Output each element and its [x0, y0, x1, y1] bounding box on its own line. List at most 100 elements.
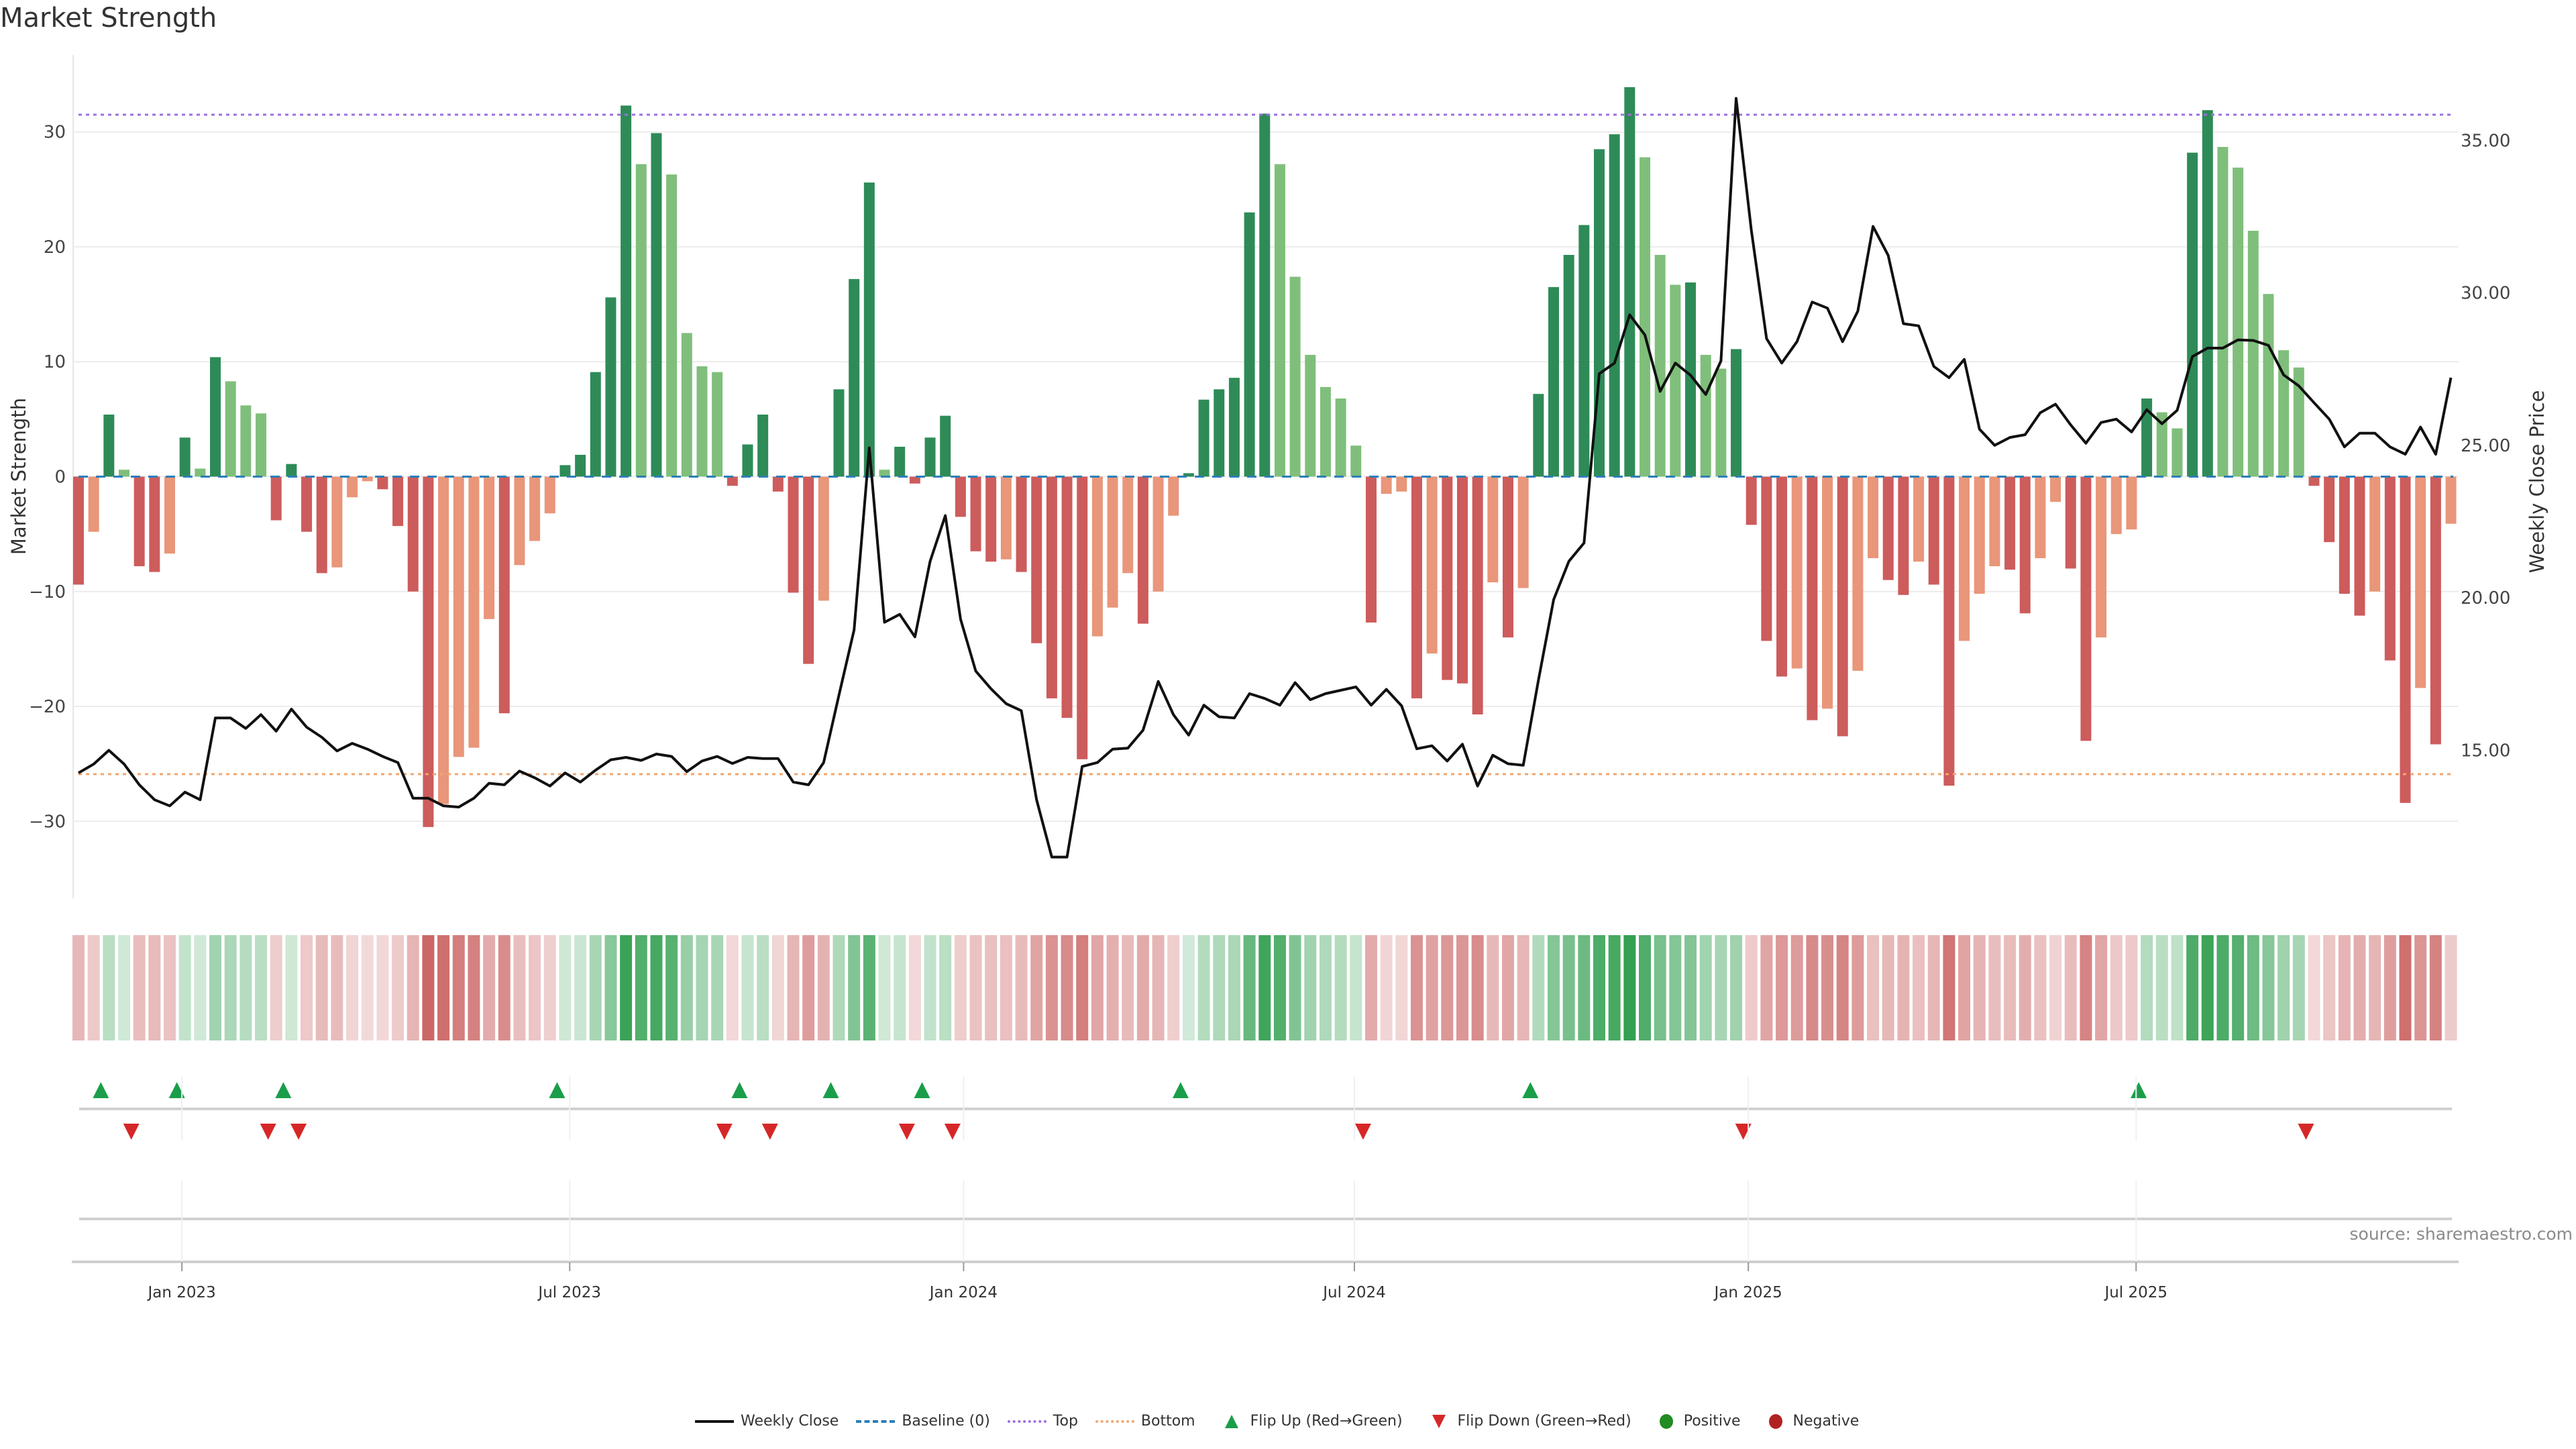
strength-bar: [2110, 476, 2122, 535]
strength-bar: [1350, 445, 1362, 477]
heat-cell: [817, 935, 830, 1040]
strength-bar: [2430, 476, 2441, 745]
heat-cell: [1015, 935, 1028, 1040]
heat-cell: [1395, 935, 1408, 1040]
legend-label: Top: [1053, 1413, 1078, 1430]
heat-cell: [1715, 935, 1727, 1040]
heat-cell: [2429, 935, 2442, 1040]
y-axis-label: Market Strength: [7, 398, 30, 555]
strength-bar: [1882, 476, 1894, 580]
strength-bar: [1731, 349, 1742, 477]
flip-up-marker: [93, 1082, 109, 1098]
flip-up-marker: [1172, 1082, 1189, 1098]
strength-bar: [924, 437, 936, 477]
heat-cell: [2338, 935, 2351, 1040]
strength-bar: [2035, 476, 2046, 559]
heat-cell: [1547, 935, 1560, 1040]
heat-cell: [468, 935, 480, 1040]
strength-bar: [575, 454, 586, 477]
strength-bar: [940, 415, 951, 477]
x-tick-label: Jul 2025: [2103, 1284, 2167, 1301]
strength-bar: [103, 415, 115, 477]
heat-cell: [1258, 935, 1271, 1040]
strength-bar: [164, 476, 176, 554]
strength-bar: [1837, 476, 1848, 737]
heat-cell: [1836, 935, 1849, 1040]
chart-title: Market Strength: [0, 3, 217, 34]
heat-cell: [1578, 935, 1591, 1040]
strength-bar: [2019, 476, 2031, 614]
legend-weekly-close: Weekly Close: [695, 1413, 839, 1430]
strength-bar: [225, 381, 236, 477]
legend-label: Bottom: [1140, 1413, 1195, 1430]
strength-bar: [1502, 476, 1513, 638]
heat-cell: [1273, 935, 1286, 1040]
heat-cell: [194, 935, 207, 1040]
x-tick-label: Jan 2025: [1713, 1284, 1782, 1301]
dotted-line-swatch-icon: [1095, 1419, 1134, 1423]
strength-bar: [1381, 476, 1392, 494]
legend: Weekly Close Baseline (0) Top Bottom Fli…: [695, 1413, 1876, 1430]
triangle-up-icon: [1224, 1414, 1238, 1428]
strength-bar: [1152, 476, 1164, 592]
legend-label: Positive: [1683, 1413, 1741, 1430]
heat-cell: [133, 935, 146, 1040]
legend-label: Flip Up (Red→Green): [1250, 1413, 1403, 1430]
strength-bar: [88, 476, 99, 532]
heat-cell: [1167, 935, 1180, 1040]
heat-cell: [209, 935, 222, 1040]
legend-negative: Negative: [1758, 1413, 1859, 1430]
heat-cell: [224, 935, 237, 1040]
line-swatch-icon: [695, 1419, 734, 1423]
strength-bar: [2445, 476, 2457, 524]
strength-bar: [894, 446, 906, 477]
x-tick-label: Jan 2024: [928, 1284, 998, 1301]
heat-cell: [1197, 935, 1210, 1040]
strength-bar: [1578, 225, 1590, 477]
y2-tick-label: 25.00: [2461, 436, 2510, 456]
strength-bar: [195, 468, 206, 477]
strength-bar: [453, 476, 464, 757]
strength-bar: [1183, 473, 1194, 477]
heat-cell: [954, 935, 967, 1040]
strength-bar: [772, 476, 784, 492]
heat-cell: [2292, 935, 2305, 1040]
heat-cell: [87, 935, 100, 1040]
heat-cell: [361, 935, 374, 1040]
strength-bar: [1214, 389, 1225, 477]
strength-bar: [681, 333, 692, 477]
heat-cell: [2247, 935, 2259, 1040]
heat-cell: [301, 935, 313, 1040]
heat-cell: [1364, 935, 1377, 1040]
strength-bar: [1031, 476, 1042, 643]
heat-cell: [787, 935, 800, 1040]
heat-cell: [1532, 935, 1545, 1040]
strength-bar: [1289, 276, 1301, 477]
heat-cell: [1000, 935, 1012, 1040]
y-tick-label: 30: [44, 123, 66, 143]
strength-bar: [2171, 428, 2183, 477]
flip-up-marker: [2131, 1082, 2147, 1098]
heat-strip: [72, 935, 2457, 1040]
strength-bar: [590, 372, 601, 477]
heat-cell: [1943, 935, 1955, 1040]
strength-bar: [712, 372, 723, 477]
heat-cell: [771, 935, 784, 1040]
strength-bar: [2247, 231, 2259, 477]
heat-cell: [2155, 935, 2168, 1040]
strength-bar: [863, 182, 875, 477]
strength-bar: [559, 465, 571, 477]
heat-cell: [422, 935, 435, 1040]
heat-cell: [1441, 935, 1454, 1040]
heat-cell: [1913, 935, 1925, 1040]
heat-cell: [650, 935, 663, 1040]
heat-cell: [2019, 935, 2031, 1040]
heat-cell: [392, 935, 405, 1040]
flip-up-marker: [549, 1082, 566, 1098]
heat-cell: [1136, 935, 1149, 1040]
heat-cell: [1958, 935, 1971, 1040]
strength-bar: [2400, 476, 2411, 803]
strength-bar: [1456, 476, 1468, 684]
strength-bar: [1259, 113, 1271, 477]
strength-bar: [742, 444, 753, 477]
